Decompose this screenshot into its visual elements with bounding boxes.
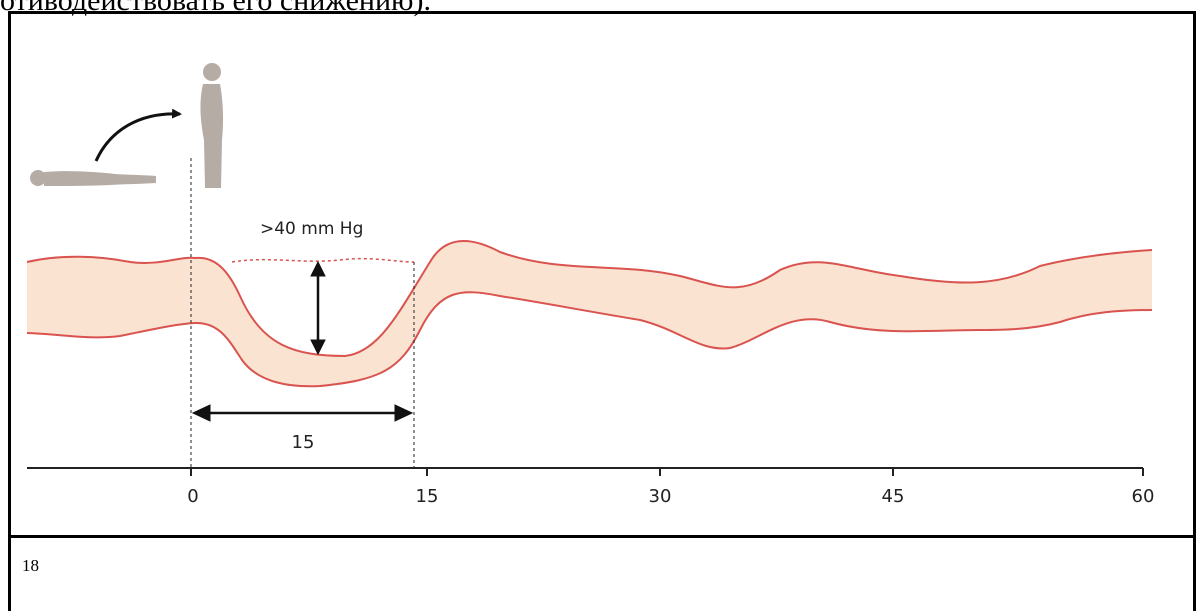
x-tick-label-30: 30 <box>649 486 672 507</box>
standing-person-icon <box>200 63 224 188</box>
baseline-continuation-line <box>231 257 415 263</box>
orthostatic-hypotension-diagram: >40 mm Hg 15 0 15 30 45 60 <box>26 63 1155 507</box>
x-tick-label-45: 45 <box>882 486 905 507</box>
duration-arrow <box>191 404 414 422</box>
x-axis-ticks <box>190 468 1144 476</box>
x-tick-label-0: 0 <box>187 486 198 507</box>
pressure-drop-arrow <box>310 260 326 356</box>
page-number: 18 <box>22 556 39 575</box>
table-cell-frame <box>8 11 1196 611</box>
pressure-drop-label: >40 mm Hg <box>260 219 363 239</box>
blood-pressure-band <box>27 241 1152 387</box>
lying-person-icon <box>30 170 156 186</box>
curved-arrow-icon <box>94 108 182 162</box>
duration-label: 15 <box>292 432 315 453</box>
table-divider <box>8 535 1196 538</box>
x-tick-label-15: 15 <box>416 486 439 507</box>
diastolic-line <box>26 291 1153 388</box>
x-tick-label-60: 60 <box>1132 486 1155 507</box>
systolic-line <box>26 240 1153 358</box>
